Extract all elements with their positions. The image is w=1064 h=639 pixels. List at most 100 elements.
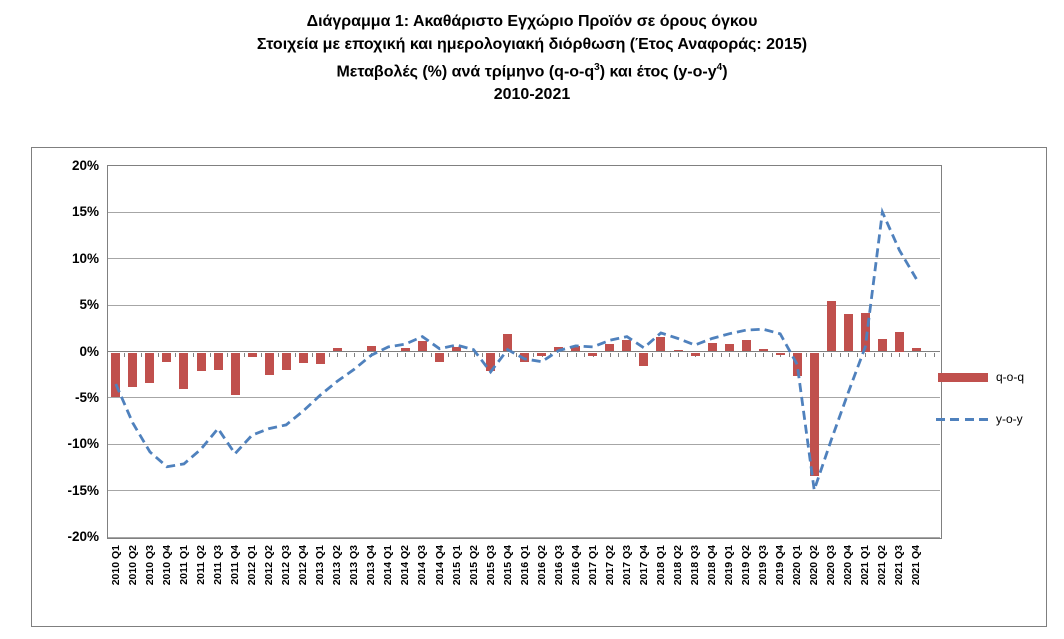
x-axis-label: 2011 Q1 bbox=[177, 545, 190, 585]
axis-tick-icon bbox=[379, 352, 381, 357]
y-axis-label: 0% bbox=[79, 343, 99, 359]
axis-tick-icon bbox=[746, 352, 748, 357]
axis-tick-icon bbox=[916, 352, 918, 357]
qoq-bar bbox=[298, 352, 308, 363]
x-axis-label: 2013 Q2 bbox=[331, 545, 344, 586]
axis-tick-icon bbox=[311, 352, 313, 357]
axis-tick-icon bbox=[209, 352, 211, 357]
title-line-2: Στοιχεία με εποχική και ημερολογιακή διό… bbox=[256, 36, 808, 53]
qoq-bar bbox=[213, 352, 223, 371]
axis-tick-icon bbox=[763, 352, 765, 357]
axis-tick-icon bbox=[473, 352, 475, 357]
qoq-bar bbox=[537, 352, 547, 356]
axis-tick-icon bbox=[626, 352, 628, 357]
axis-tick-icon bbox=[737, 352, 739, 357]
qoq-bar bbox=[503, 334, 513, 352]
x-axis-label: 2019 Q3 bbox=[757, 545, 770, 586]
qoq-bar bbox=[877, 339, 887, 352]
axis-tick-icon bbox=[175, 352, 177, 357]
x-axis-label: 2012 Q3 bbox=[280, 545, 293, 586]
qoq-bar bbox=[366, 345, 376, 352]
axis-tick-icon bbox=[720, 352, 722, 357]
qoq-bar bbox=[264, 352, 274, 375]
x-axis-label: 2021 Q2 bbox=[876, 545, 889, 586]
axis-tick-icon bbox=[678, 352, 679, 357]
axis-tick-icon bbox=[601, 352, 603, 357]
qoq-bar bbox=[145, 352, 155, 384]
y-axis-label: 20% bbox=[71, 157, 99, 173]
footnote-ref-4: 4 bbox=[716, 62, 723, 73]
plot-border bbox=[107, 165, 942, 539]
x-axis-label: 2018 Q1 bbox=[654, 545, 667, 586]
y-axis-label: -20% bbox=[67, 529, 99, 545]
legend-label-qoq: q-o-q bbox=[996, 370, 1025, 384]
gridline bbox=[107, 490, 940, 492]
axis-tick-icon bbox=[499, 352, 501, 357]
yoy-dashed-line-swatch-icon bbox=[936, 417, 988, 421]
qoq-bar bbox=[639, 352, 649, 366]
qoq-bar-swatch-icon bbox=[938, 372, 988, 382]
axis-tick-icon bbox=[141, 352, 143, 357]
qoq-bar bbox=[809, 352, 819, 477]
x-axis-label: 2018 Q3 bbox=[689, 545, 701, 586]
y-axis-label: -10% bbox=[67, 436, 99, 452]
qoq-bar bbox=[162, 352, 172, 362]
x-axis-label: 2010 Q4 bbox=[160, 545, 173, 586]
axis-tick-icon bbox=[822, 352, 824, 357]
footnote-ref-3: 3 bbox=[594, 62, 600, 73]
axis-tick-icon bbox=[482, 352, 484, 357]
legend-item-qoq: q-o-q bbox=[938, 370, 1024, 384]
qoq-bar bbox=[417, 340, 427, 352]
qoq-bar bbox=[707, 343, 717, 352]
qoq-bar bbox=[486, 352, 496, 372]
qoq-bar bbox=[281, 352, 291, 371]
x-axis-label: 2017 Q2 bbox=[603, 545, 616, 586]
title-line-1: Διάγραμμα 1: Ακαθάριστο Εγχώριο Προϊόν σ… bbox=[306, 13, 758, 30]
axis-tick-icon bbox=[575, 352, 577, 357]
qoq-bar bbox=[332, 348, 342, 352]
axis-tick-icon bbox=[669, 352, 671, 357]
axis-tick-icon bbox=[550, 352, 552, 357]
axis-tick-icon bbox=[516, 352, 518, 357]
axis-tick-icon bbox=[362, 352, 364, 357]
qoq-bar bbox=[673, 349, 683, 352]
axis-tick-icon bbox=[226, 352, 228, 357]
qoq-bar bbox=[179, 352, 189, 389]
qoq-bar bbox=[724, 344, 734, 352]
title-line-3: Μεταβολές (%) ανά τρίμηνο (q-o-q3) και έ… bbox=[336, 62, 728, 81]
axis-tick-icon bbox=[422, 352, 424, 357]
axis-tick-icon bbox=[124, 352, 126, 357]
qoq-bar bbox=[571, 345, 581, 352]
x-axis-label: 2011 Q3 bbox=[212, 545, 224, 585]
x-axis-label: 2011 Q2 bbox=[195, 545, 207, 585]
axis-tick-icon bbox=[729, 352, 731, 357]
x-axis-label: 2012 Q4 bbox=[297, 545, 310, 586]
qoq-bar bbox=[554, 347, 564, 352]
y-axis-label: 5% bbox=[79, 297, 99, 313]
x-axis-label: 2020 Q3 bbox=[825, 545, 838, 586]
x-axis-label: 2015 Q1 bbox=[450, 545, 463, 586]
qoq-bar bbox=[894, 332, 904, 352]
x-axis-label: 2021 Q1 bbox=[859, 545, 872, 586]
y-axis-label: 10% bbox=[71, 250, 99, 266]
qoq-bar bbox=[792, 352, 802, 376]
chart-title: Διάγραμμα 1: Ακαθάριστο Εγχώριο Προϊόν σ… bbox=[0, 10, 1064, 106]
qoq-bar bbox=[758, 348, 768, 352]
x-axis-label: 2016 Q4 bbox=[569, 545, 582, 586]
qoq-bar bbox=[400, 348, 410, 352]
qoq-bar bbox=[622, 340, 632, 352]
axis-tick-icon bbox=[933, 352, 935, 357]
axis-tick-icon bbox=[533, 352, 535, 357]
axis-tick-icon bbox=[609, 352, 611, 357]
qoq-bar bbox=[435, 352, 444, 362]
axis-tick-icon bbox=[431, 352, 432, 357]
x-axis-label: 2013 Q4 bbox=[365, 545, 378, 586]
axis-tick-icon bbox=[413, 352, 415, 357]
x-axis-label: 2018 Q4 bbox=[706, 545, 718, 586]
qoq-bar bbox=[656, 336, 666, 352]
qoq-bar bbox=[111, 352, 121, 398]
x-axis-label: 2018 Q2 bbox=[672, 545, 684, 586]
axis-tick-icon bbox=[107, 352, 109, 357]
axis-tick-icon bbox=[873, 352, 875, 357]
qoq-bar bbox=[775, 352, 785, 356]
